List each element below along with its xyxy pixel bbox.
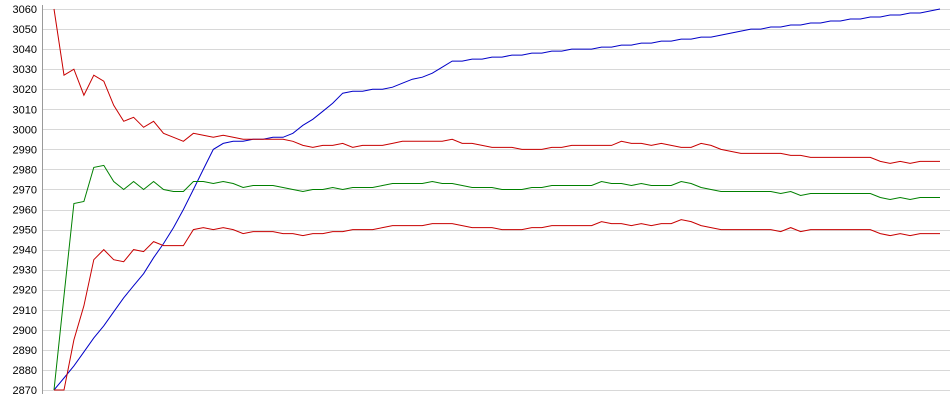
y-tick-label-2960: 2960 xyxy=(13,205,37,217)
y-tick-label-2930: 2930 xyxy=(13,265,37,277)
series-line-1 xyxy=(53,8,941,391)
y-tick-label-3040: 3040 xyxy=(13,44,37,56)
y-tick-label-2900: 2900 xyxy=(13,325,37,337)
gridlines xyxy=(42,9,950,391)
y-tick-label-3050: 3050 xyxy=(13,24,37,36)
y-tick-label-2940: 2940 xyxy=(13,245,37,257)
series-line-2 xyxy=(53,8,940,164)
y-tick-label-2970: 2970 xyxy=(13,184,37,196)
y-tick-label-3000: 3000 xyxy=(13,124,37,136)
y-tick-label-2890: 2890 xyxy=(13,345,37,357)
y-tick-label-3030: 3030 xyxy=(13,64,37,76)
y-tick-label-2950: 2950 xyxy=(13,225,37,237)
y-tick-label-2880: 2880 xyxy=(13,365,37,377)
y-tick-label-3010: 3010 xyxy=(13,104,37,116)
series-line-3 xyxy=(53,164,940,391)
y-tick-label-2990: 2990 xyxy=(13,144,37,156)
y-tick-labels: 2870 2880 2890 2900 2910 2920 2930 2940 2950 2960… xyxy=(13,4,37,397)
series-lines xyxy=(53,8,941,391)
y-tick-label-2910: 2910 xyxy=(13,305,37,317)
y-tick-label-2980: 2980 xyxy=(13,164,37,176)
y-tick-label-3060: 3060 xyxy=(13,4,37,16)
y-tick-label-2870: 2870 xyxy=(13,385,37,397)
y-tick-label-3020: 3020 xyxy=(13,84,37,96)
y-tick-label-2920: 2920 xyxy=(13,285,37,297)
series-line-4 xyxy=(54,219,940,391)
